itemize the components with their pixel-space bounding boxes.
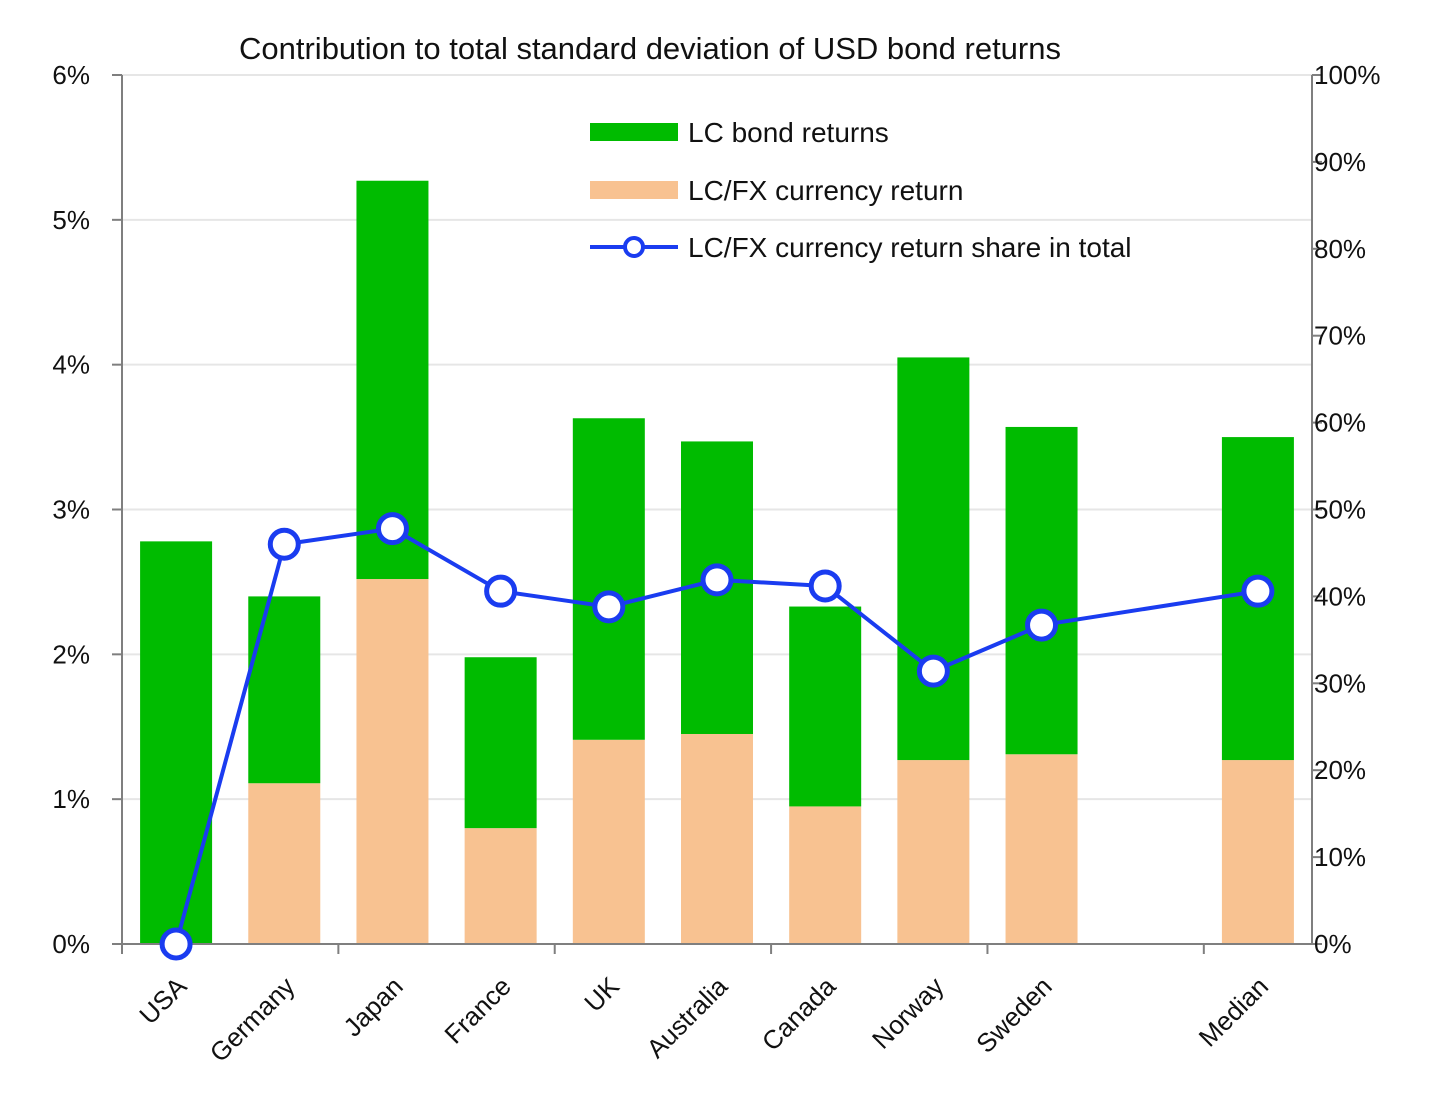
bar-lc-bond-returns [248,596,321,784]
right-tick-label: 70% [1314,321,1366,351]
legend-swatch-lc-bond-returns [590,123,678,141]
bar-lc-bond-returns [789,606,862,807]
bar-lc-bond-returns [464,657,537,829]
right-tick-label: 50% [1314,495,1366,525]
legend-swatch-lc-fx-currency-return [590,181,678,199]
share-point [1241,574,1275,608]
left-tick-label: 0% [52,929,90,959]
left-tick-label: 2% [52,639,90,669]
bar-lc-fx-currency-return [681,733,753,944]
share-point [592,590,626,624]
category-label: Canada [756,971,842,1057]
right-tick-label: 100% [1314,60,1381,90]
bar-lc-fx-currency-return [248,783,321,944]
left-tick-label: 3% [52,495,90,525]
bar-lc-bond-returns [1005,426,1078,755]
share-point [267,527,301,561]
bar-lc-fx-currency-return [789,806,862,944]
left-tick-label: 5% [52,205,90,235]
category-label: Germany [204,971,301,1068]
right-tick-label: 40% [1314,581,1366,611]
category-label: Median [1193,971,1275,1053]
right-tick-label: 20% [1314,755,1366,785]
bar-lc-fx-currency-return [897,760,970,944]
left-tick-label: 4% [52,350,90,380]
chart-title: Contribution to total standard deviation… [239,31,1061,66]
share-point [700,563,734,597]
category-label: Norway [866,971,950,1055]
bar-lc-bond-returns [897,357,970,761]
right-tick-label: 60% [1314,408,1366,438]
bar-lc-fx-currency-return [464,828,537,944]
bar-lc-bond-returns [572,418,645,740]
legend: LC bond returns LC/FX currency return LC/F… [590,117,1132,263]
share-line [159,512,1275,961]
right-tick-label: 90% [1314,147,1366,177]
bars [140,180,1294,944]
bar-lc-fx-currency-return [1005,754,1078,944]
share-point [916,654,950,688]
legend-label: LC bond returns [688,117,889,148]
category-label: France [438,971,516,1049]
share-point [1025,608,1059,642]
left-tick-label: 6% [52,60,90,90]
bar-lc-fx-currency-return [356,579,429,944]
category-label: USA [133,971,192,1030]
category-label: UK [578,971,625,1018]
legend-label: LC/FX currency return share in total [688,232,1132,263]
category-label: Sweden [970,971,1058,1059]
right-tick-label: 0% [1314,929,1352,959]
right-tick-label: 80% [1314,234,1366,264]
legend-label: LC/FX currency return [688,175,963,206]
share-line-path [174,526,1259,945]
category-label: Japan [337,971,408,1042]
right-tick-label: 30% [1314,668,1366,698]
share-point [484,574,518,608]
share-point [159,927,193,961]
right-tick-label: 10% [1314,842,1366,872]
bar-lc-fx-currency-return [1221,760,1294,944]
share-point [808,569,842,603]
share-point [375,512,409,546]
left-tick-label: 1% [52,784,90,814]
category-label: Australia [641,971,734,1064]
bar-lc-bond-returns [140,541,213,944]
bar-lc-fx-currency-return [572,739,645,944]
legend-marker-share [623,236,645,258]
